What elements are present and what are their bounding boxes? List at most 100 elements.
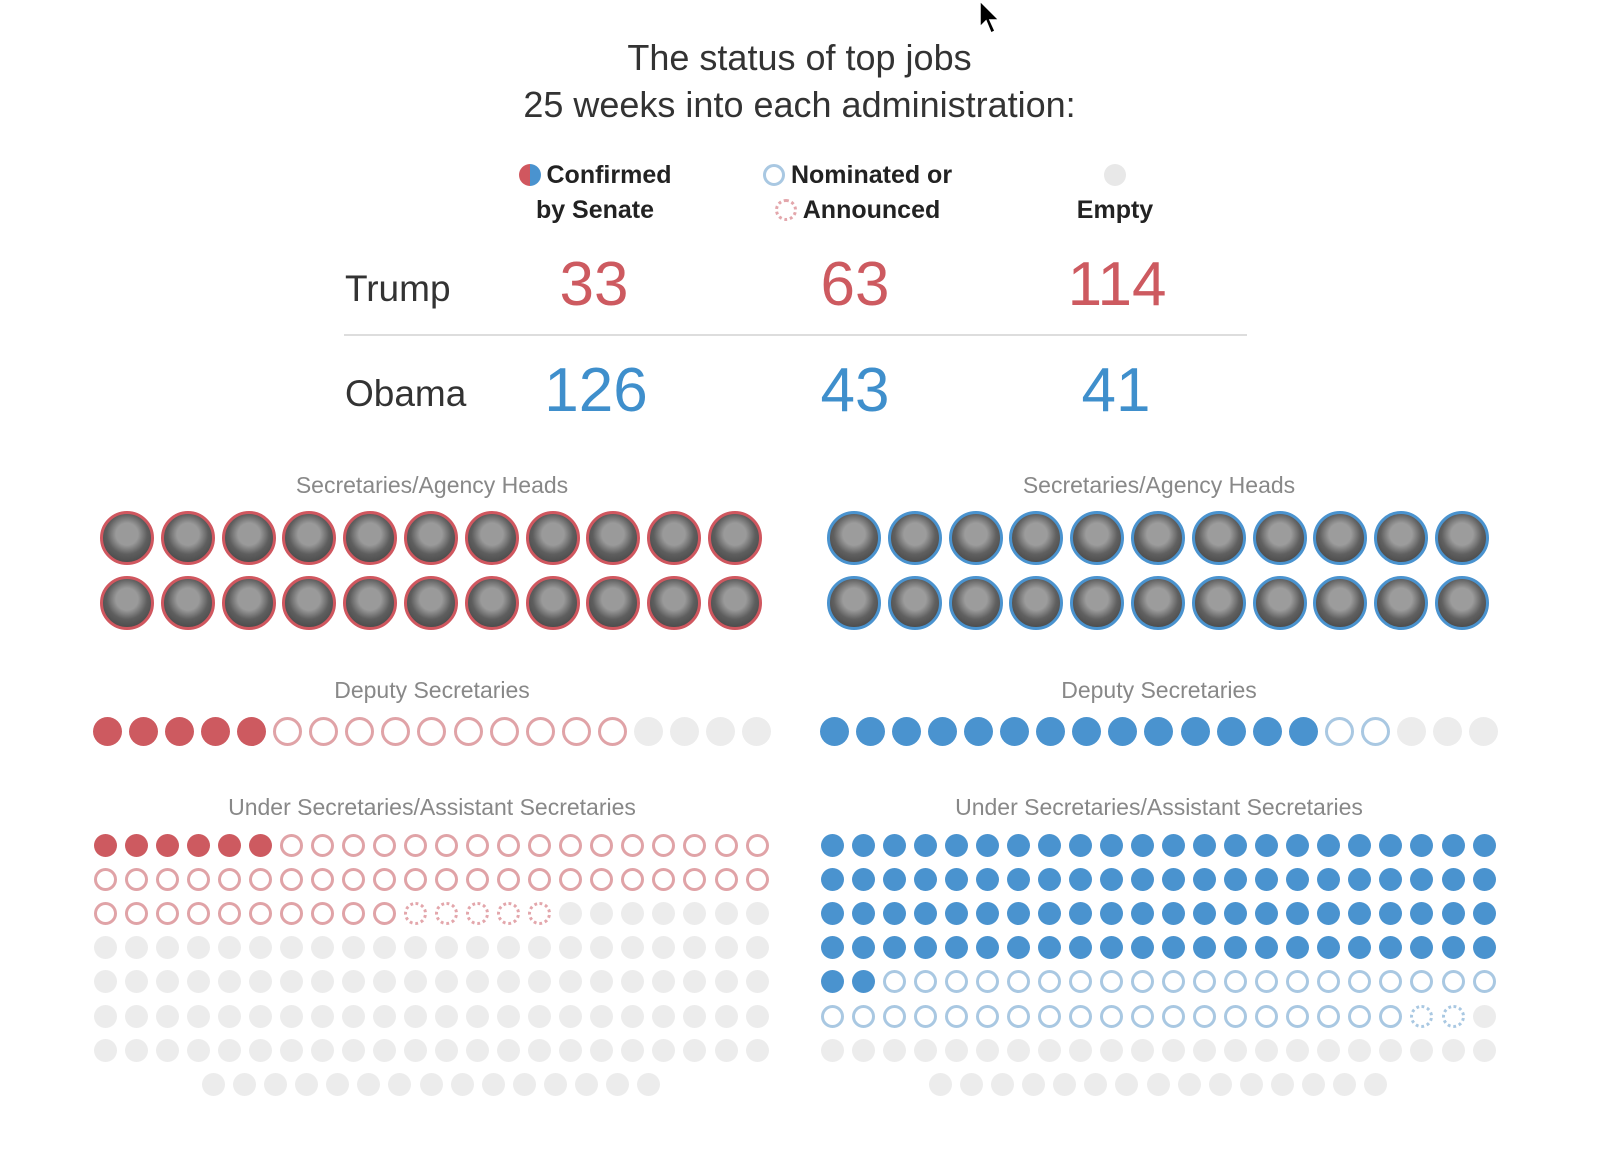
obama-under-confirmed-dot [1193,936,1217,960]
trump-under-nominated-dot [652,867,676,891]
trump-under-empty-dot [93,970,117,994]
trump-under-nominated-dot [155,867,179,891]
obama-under-empty-dot [960,1072,984,1096]
obama-under-confirmed-dot [1068,867,1092,891]
trump-head-portrait [586,511,641,565]
trump-under-nominated-dot [621,867,645,891]
obama-under-empty-dot [1146,1072,1170,1096]
obama-under-nominated-dot [1348,970,1372,994]
trump-under-nominated-dot [683,867,707,891]
trump-under-empty-dot [217,1004,241,1028]
trump-under-empty-dot [419,1072,443,1096]
obama-under-nominated-dot [882,970,906,994]
obama-under-confirmed-dot [975,901,999,925]
trump-under-announced-dot [404,901,427,925]
trump-under-empty-dot [683,936,707,960]
obama-under-confirmed-dot [1006,901,1030,925]
obama-head-portrait [1191,511,1246,565]
obama-head-portrait [1313,576,1368,630]
obama-under-confirmed-dot [1193,867,1217,891]
obama-under-empty-dot [991,1072,1015,1096]
obama-under-confirmed-dot [944,867,968,891]
obama-under-confirmed-dot [1037,867,1061,891]
obama-under-confirmed-dot [975,936,999,960]
obama-confirmed-count: 126 [544,356,648,425]
trump-under-confirmed-dot [93,833,117,857]
obama-under-confirmed-dot [1068,901,1092,925]
trump-under-empty-dot [124,970,148,994]
trump-under-empty-dot [341,1004,365,1028]
trump-under-empty-dot [124,1004,148,1028]
trump-under-nominated-dot [590,833,614,857]
obama-under-empty-dot [1131,1038,1154,1062]
trump-under-empty-dot [543,1072,567,1096]
obama-deputy-confirmed-dot [1252,716,1282,746]
obama-under-confirmed-dot [1162,833,1186,857]
obama-under-confirmed-dot [1317,901,1341,925]
trump-under-empty-dot [466,1038,490,1062]
trump-head-portrait [404,576,458,630]
obama-under-confirmed-dot [820,867,844,891]
trump-under-nominated-dot [466,867,490,891]
obama-deputy-confirmed-dot [855,716,885,746]
trump-under-empty-dot [404,936,427,960]
trump-under-nominated-dot [590,867,614,891]
trump-deputy-nominated-dot [309,716,339,746]
trump-under-empty-dot [248,1004,272,1028]
trump-under-empty-dot [590,1004,614,1028]
obama-under-nominated-dot [1131,970,1154,994]
trump-under-nominated-dot [372,901,396,925]
obama-under-empty-dot [851,1038,875,1062]
trump-under-empty-dot [745,1038,769,1062]
trump-under-empty-dot [279,1038,303,1062]
trump-deputy-nominated-dot [417,716,447,746]
trump-under-empty-dot [435,1004,459,1028]
title-line-2: 25 weeks into each administration: [523,84,1076,125]
trump-under-empty-dot [652,1038,676,1062]
trump-under-empty-dot [248,936,272,960]
trump-under-empty-dot [590,1038,614,1062]
trump-under-empty-dot [621,1004,645,1028]
trump-under-confirmed-dot [248,833,272,857]
obama-deputy-confirmed-dot [1144,716,1174,746]
trump-under-nominated-dot [279,867,303,891]
trump-under-confirmed-dot [217,833,241,857]
obama-head-portrait [1435,511,1489,565]
obama-under-confirmed-dot [1006,833,1030,857]
trump-deputy-nominated-dot [381,716,411,746]
trump-heads-title: Secretaries/Agency Heads [295,472,569,498]
obama-under-empty-dot [1332,1072,1356,1096]
obama-under-confirmed-dot [1037,833,1061,857]
obama-head-portrait [1374,576,1429,630]
trump-under-nominated-dot [372,833,396,857]
trump-under-empty-dot [372,936,396,960]
trump-under-empty-dot [652,970,676,994]
trump-under-nominated-dot [497,833,521,857]
trump-under-nominated-dot [341,833,365,857]
obama-under-empty-dot [1472,1038,1496,1062]
trump-confirmed-count: 33 [559,250,629,319]
trump-deputy-nominated-dot [597,716,627,746]
confirmed-legend-icon [518,164,541,186]
trump-under-empty-dot [155,936,179,960]
trump-under-nominated-dot [155,901,179,925]
trump-under-nominated-dot [745,833,769,857]
obama-under-empty-dot [1348,1038,1372,1062]
obama-under-empty-dot [1255,1038,1279,1062]
obama-under-confirmed-dot [1068,833,1092,857]
obama-under-confirmed-dot [1286,901,1310,925]
obama-under-empty-dot [1162,1038,1186,1062]
trump-row-label: Trump [345,268,451,309]
trump-under-announced-dot [466,901,490,925]
trump-under-empty-dot [481,1072,505,1096]
obama-under-confirmed-dot [820,936,844,960]
trump-under-nominated-dot [248,867,272,891]
trump-under-empty-dot [621,936,645,960]
trump-under-empty-dot [248,970,272,994]
obama-under-confirmed-dot [1348,833,1372,857]
obama-under-confirmed-dot [1037,901,1061,925]
trump-under-empty-dot [93,1038,117,1062]
trump-deputy-confirmed-dot [92,716,122,746]
trump-under-nominated-dot [124,867,148,891]
trump-deputy-nominated-dot [489,716,519,746]
